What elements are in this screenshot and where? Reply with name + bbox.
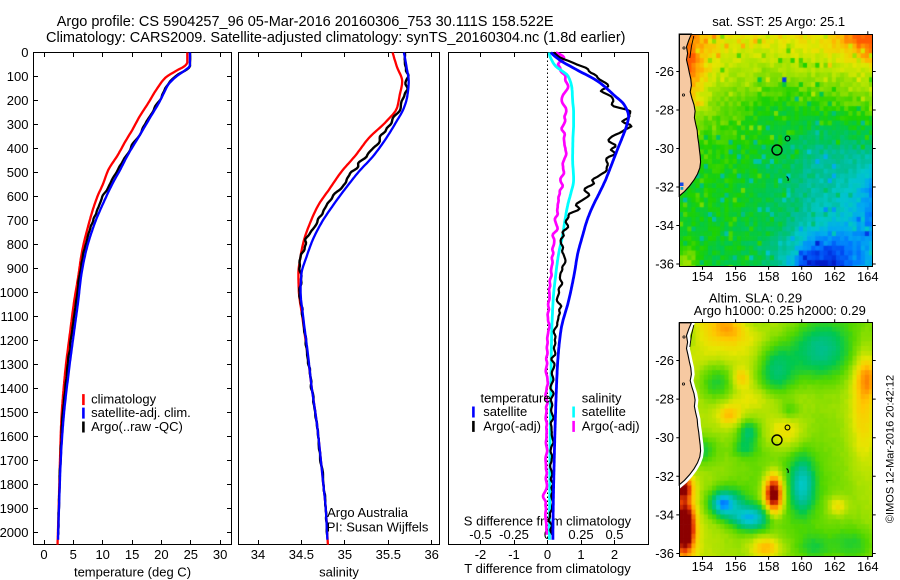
svg-text:Argo(-adj): Argo(-adj)	[582, 418, 640, 433]
svg-text:-34: -34	[655, 507, 674, 522]
svg-text:25: 25	[184, 547, 198, 562]
svg-text:1200: 1200	[0, 333, 29, 348]
svg-text:0: 0	[21, 45, 28, 60]
svg-text:162: 162	[824, 269, 846, 284]
svg-text:-26: -26	[655, 64, 674, 79]
svg-text:34: 34	[251, 547, 265, 562]
svg-text:Climatology: CARS2009. Satelli: Climatology: CARS2009. Satellite-adjuste…	[46, 30, 626, 46]
svg-text:900: 900	[7, 261, 29, 276]
svg-text:164: 164	[857, 269, 879, 284]
svg-text:Argo profile: CS 5904257_96 05: Argo profile: CS 5904257_96 05-Mar-2016 …	[57, 14, 554, 30]
svg-text:1900: 1900	[0, 501, 29, 516]
svg-text:Argo(..raw -QC): Argo(..raw -QC)	[91, 419, 183, 434]
svg-text:10: 10	[95, 547, 109, 562]
svg-text:satellite-adj. clim.: satellite-adj. clim.	[91, 405, 191, 420]
svg-text:700: 700	[7, 213, 29, 228]
svg-text:30: 30	[213, 547, 227, 562]
svg-text:0.5: 0.5	[605, 527, 623, 542]
svg-text:600: 600	[7, 189, 29, 204]
svg-text:164: 164	[857, 559, 879, 574]
svg-text:1400: 1400	[0, 381, 29, 396]
svg-text:climatology: climatology	[91, 392, 157, 407]
svg-text:-0.5: -0.5	[469, 527, 491, 542]
svg-text:36: 36	[424, 547, 438, 562]
svg-text:-26: -26	[655, 353, 674, 368]
svg-text:1600: 1600	[0, 429, 29, 444]
svg-text:-1: -1	[508, 547, 520, 562]
svg-text:34.5: 34.5	[289, 547, 314, 562]
svg-text:-32: -32	[655, 180, 674, 195]
svg-text:1100: 1100	[1, 309, 29, 324]
svg-text:-36: -36	[655, 546, 674, 561]
svg-text:-28: -28	[655, 392, 674, 407]
svg-text:0.25: 0.25	[568, 527, 593, 542]
svg-text:154: 154	[692, 559, 714, 574]
svg-text:162: 162	[824, 559, 846, 574]
svg-text:156: 156	[725, 559, 747, 574]
svg-text:-30: -30	[655, 430, 674, 445]
svg-text:0: 0	[40, 547, 47, 562]
svg-text:sat. SST: 25 Argo: 25.1: sat. SST: 25 Argo: 25.1	[712, 14, 845, 29]
svg-text:temperature (deg C): temperature (deg C)	[74, 564, 191, 579]
svg-text:300: 300	[7, 117, 29, 132]
svg-text:160: 160	[791, 559, 813, 574]
svg-text:2000: 2000	[0, 525, 29, 540]
svg-text:-34: -34	[655, 218, 674, 233]
svg-text:156: 156	[725, 269, 747, 284]
svg-text:PI: Susan Wijffels: PI: Susan Wijffels	[327, 520, 429, 535]
svg-text:salinity: salinity	[319, 564, 359, 579]
svg-text:800: 800	[7, 237, 29, 252]
svg-text:©IMOS 12-Mar-2016 20:42:12: ©IMOS 12-Mar-2016 20:42:12	[885, 375, 897, 523]
svg-text:200: 200	[7, 93, 29, 108]
svg-text:158: 158	[758, 269, 780, 284]
svg-text:20: 20	[154, 547, 168, 562]
svg-text:1500: 1500	[0, 405, 29, 420]
svg-text:-36: -36	[655, 257, 674, 272]
svg-text:-28: -28	[655, 103, 674, 118]
svg-text:1300: 1300	[0, 357, 29, 372]
svg-text:-0.25: -0.25	[499, 527, 529, 542]
svg-text:2: 2	[611, 547, 618, 562]
svg-text:1000: 1000	[0, 285, 29, 300]
svg-text:400: 400	[7, 141, 29, 156]
svg-text:100: 100	[7, 69, 29, 84]
svg-text:500: 500	[7, 165, 29, 180]
svg-text:5: 5	[70, 547, 77, 562]
svg-text:35: 35	[338, 547, 352, 562]
svg-text:35.5: 35.5	[376, 547, 401, 562]
svg-text:1700: 1700	[0, 453, 29, 468]
svg-text:temperature: temperature	[481, 391, 551, 406]
svg-text:Argo(-adj): Argo(-adj)	[483, 418, 541, 433]
svg-text:Argo h1000: 0.25 h2000: 0.29: Argo h1000: 0.25 h2000: 0.29	[694, 303, 866, 318]
svg-text:satellite: satellite	[582, 404, 626, 419]
svg-text:1800: 1800	[0, 477, 29, 492]
svg-text:-30: -30	[655, 141, 674, 156]
svg-text:Altim. SLA: 0.29: Altim. SLA: 0.29	[709, 290, 802, 305]
svg-text:0: 0	[544, 547, 551, 562]
svg-text:15: 15	[125, 547, 139, 562]
svg-text:160: 160	[791, 269, 813, 284]
svg-text:salinity: salinity	[582, 391, 622, 406]
svg-text:Argo Australia: Argo Australia	[327, 505, 409, 520]
svg-text:T difference from climatology: T difference from climatology	[464, 561, 631, 576]
svg-text:-2: -2	[475, 547, 487, 562]
svg-text:1: 1	[577, 547, 584, 562]
svg-text:158: 158	[758, 559, 780, 574]
svg-text:satellite: satellite	[483, 404, 527, 419]
svg-text:-32: -32	[655, 469, 674, 484]
svg-text:154: 154	[692, 269, 714, 284]
